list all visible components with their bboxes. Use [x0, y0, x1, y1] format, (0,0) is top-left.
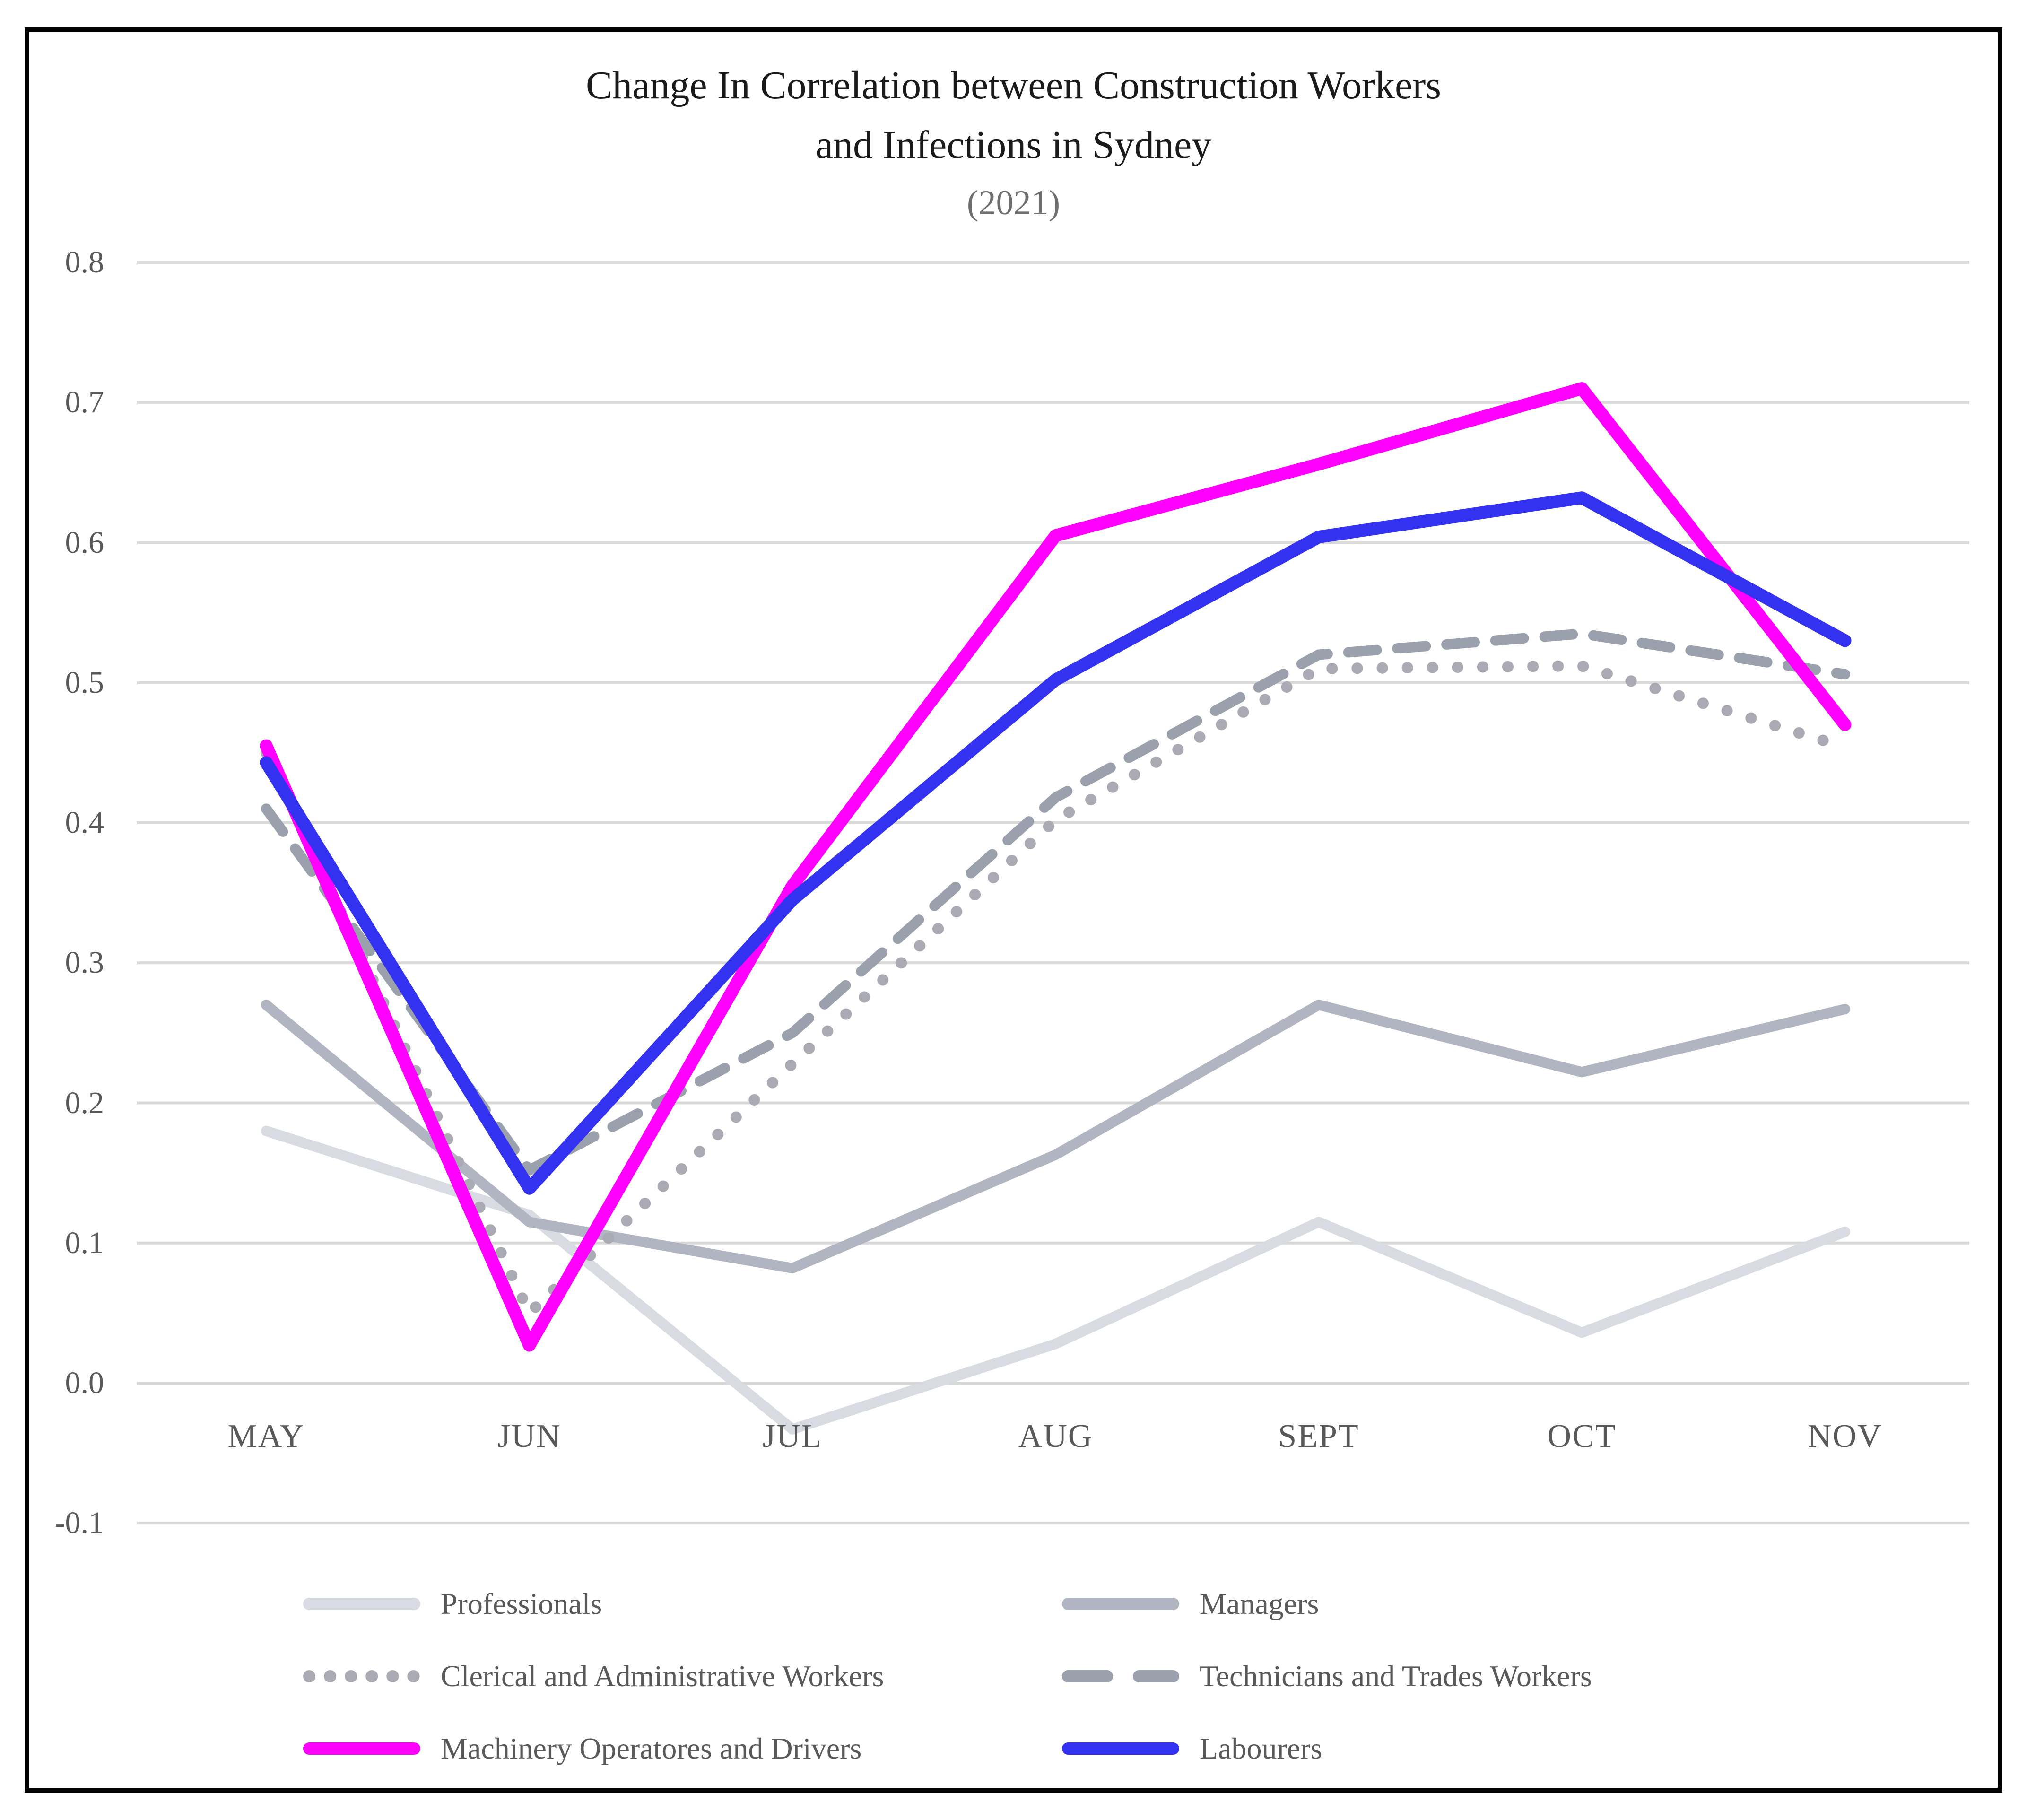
chart-title-line2: and Infections in Sydney — [815, 123, 1212, 167]
x-tick-label-may: MAY — [227, 1418, 305, 1454]
y-tick-label-0.6: 0.6 — [65, 525, 104, 560]
legend-item-machinery-operatores-and-drivers: Machinery Operatores and Drivers — [303, 1712, 1061, 1785]
y-tick-label-0.4: 0.4 — [65, 805, 104, 840]
legend-swatch-solid-icon — [1062, 1742, 1179, 1755]
legend-label: Labourers — [1200, 1731, 1322, 1765]
y-tick-label-0.8: 0.8 — [65, 245, 104, 279]
legend-swatch-solid-icon — [303, 1597, 420, 1610]
legend-label: Professionals — [441, 1586, 602, 1620]
series-line-managers — [261, 1000, 1850, 1274]
legend-item-clerical-and-administrative-workers: Clerical and Administrative Workers — [303, 1640, 1061, 1712]
x-tick-label-aug: AUG — [1018, 1418, 1093, 1454]
y-tick-label-0.1: 0.1 — [65, 1225, 104, 1260]
y-tick-label--0.1: -0.1 — [54, 1506, 104, 1541]
x-tick-label-jul: JUL — [762, 1418, 823, 1454]
legend-swatch-dashed-icon — [1062, 1670, 1179, 1682]
y-tick-label-0.0: 0.0 — [65, 1366, 104, 1400]
chart-subtitle-year: (2021) — [966, 183, 1061, 222]
legend-swatch-dotted-icon — [303, 1670, 420, 1682]
series-line-clerical-and-administrative-workers — [261, 660, 1851, 1319]
x-tick-label-jun: JUN — [497, 1418, 561, 1454]
legend-label: Technicians and Trades Workers — [1200, 1659, 1592, 1693]
x-tick-label-sept: SEPT — [1278, 1418, 1359, 1454]
legend: Professionals Managers Clerical and Admini… — [303, 1567, 1592, 1785]
series-line-professionals — [261, 1125, 1850, 1435]
y-tick-label-0.2: 0.2 — [65, 1085, 104, 1120]
legend-item-technicians-and-trades-workers: Technicians and Trades Workers — [1061, 1640, 1592, 1712]
series-line-technicians-and-trades-workers — [261, 628, 1850, 1176]
chart-title-line1: Change In Correlation between Constructi… — [586, 63, 1441, 107]
legend-swatch-solid-icon — [1062, 1597, 1179, 1610]
y-tick-label-0.3: 0.3 — [65, 945, 104, 980]
legend-item-labourers: Labourers — [1061, 1712, 1592, 1785]
series-line-labourers — [260, 491, 1852, 1195]
x-tick-label-nov: NOV — [1808, 1418, 1882, 1454]
legend-label: Machinery Operatores and Drivers — [441, 1731, 862, 1765]
y-tick-label-0.7: 0.7 — [65, 385, 104, 420]
legend-item-managers: Managers — [1061, 1567, 1592, 1640]
chart-title-block: Change In Correlation between Constructi… — [0, 56, 2027, 231]
legend-label: Clerical and Administrative Workers — [441, 1659, 884, 1693]
x-tick-label-oct: OCT — [1547, 1418, 1617, 1454]
legend-item-professionals: Professionals — [303, 1567, 1061, 1640]
legend-swatch-solid-icon — [303, 1742, 420, 1755]
y-tick-label-0.5: 0.5 — [65, 665, 104, 700]
legend-label: Managers — [1200, 1586, 1319, 1620]
series-line-machinery-operatores-and-drivers — [260, 382, 1852, 1352]
